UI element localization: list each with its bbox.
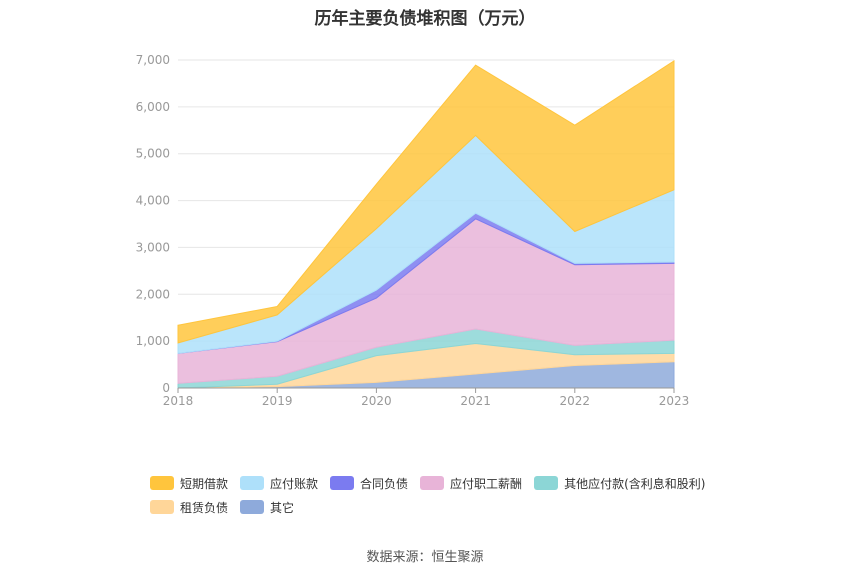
legend-label: 短期借款 [180, 476, 229, 491]
legend-item[interactable]: 合同负债 [330, 475, 408, 492]
area-series-短期借款 [177, 60, 675, 344]
legend-swatch [240, 500, 265, 514]
x-tick-label: 2021 [460, 394, 491, 408]
legend-item[interactable]: 应付账款 [240, 475, 318, 492]
x-tick-label: 2019 [262, 394, 293, 408]
y-tick-label: 4,000 [136, 194, 170, 208]
legend-row: 短期借款 应付账款 合同负债 应付职工薪酬 其他应付款(含利息和股利) [150, 472, 750, 494]
legend-label: 应付账款 [270, 476, 319, 491]
y-tick-label: 7,000 [136, 53, 170, 67]
legend-item[interactable]: 租赁负债 [150, 499, 228, 516]
x-tick-label: 2022 [560, 394, 591, 408]
legend-swatch [534, 476, 559, 490]
y-tick-label: 6,000 [136, 100, 170, 114]
data-source: 数据来源：恒生聚源 [366, 550, 484, 565]
legend-item[interactable]: 应付职工薪酬 [420, 475, 522, 492]
legend-item[interactable]: 短期借款 [150, 475, 228, 492]
y-tick-label: 3,000 [136, 240, 170, 254]
x-tick-label: 2020 [361, 394, 392, 408]
legend-swatch [420, 476, 445, 490]
legend-item[interactable]: 其它 [240, 499, 294, 516]
y-tick-label: 5,000 [136, 147, 170, 161]
y-tick-label: 0 [162, 381, 170, 395]
x-tick-label: 2018 [163, 394, 194, 408]
x-tick-label: 2023 [659, 394, 690, 408]
legend-item[interactable]: 其他应付款(含利息和股利) [534, 475, 705, 492]
legend-label: 其它 [270, 500, 295, 515]
chart-title: 历年主要负债堆积图（万元） [314, 9, 536, 29]
y-tick-label: 1,000 [136, 334, 170, 348]
legend-label: 应付职工薪酬 [450, 476, 523, 491]
legend-label: 合同负债 [360, 476, 409, 491]
legend-label: 租赁负债 [180, 500, 229, 515]
legend-row: 租赁负债 其它 [150, 496, 750, 518]
legend-swatch [330, 476, 355, 490]
legend-swatch [240, 476, 265, 490]
legend-swatch [150, 500, 174, 514]
legend-label: 其他应付款(含利息和股利) [564, 476, 706, 491]
chart-legend: 短期借款 应付账款 合同负债 应付职工薪酬 其他应付款(含利息和股利) 租赁负债 其它 [150, 472, 750, 520]
legend-swatch [150, 476, 174, 490]
y-tick-label: 2,000 [136, 287, 170, 301]
